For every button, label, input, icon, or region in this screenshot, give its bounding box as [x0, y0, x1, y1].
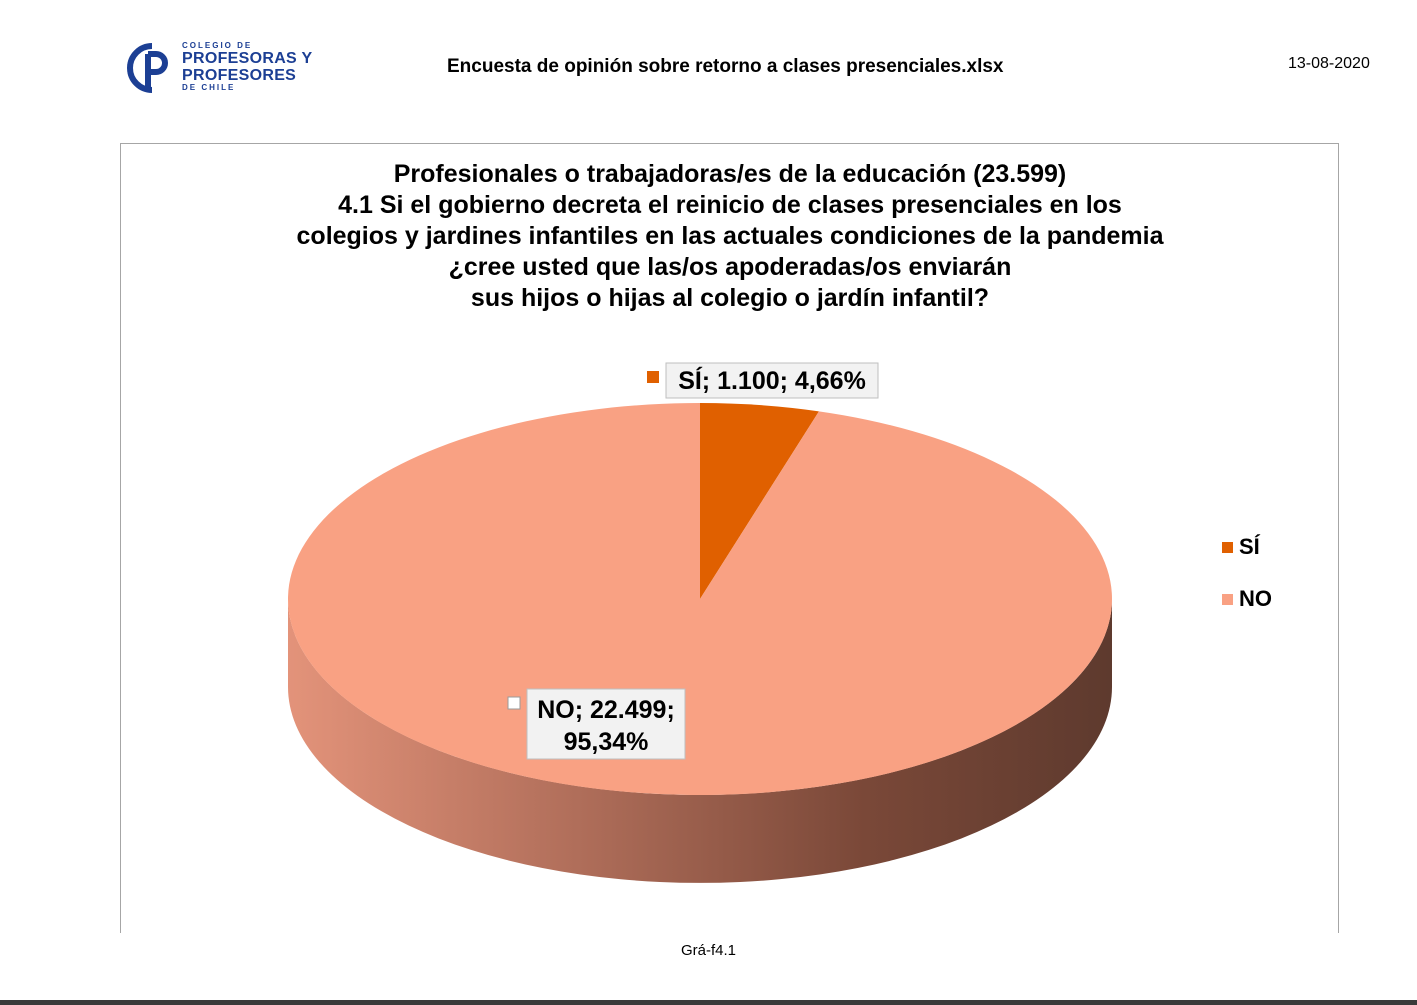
- logo-line-4: DE CHILE: [182, 83, 236, 92]
- legend-label: NO: [1239, 586, 1272, 611]
- pie-chart: Profesionales o trabajadoras/es de la ed…: [287, 160, 1272, 883]
- pie-slice-no: [287, 403, 1112, 795]
- document-date: 13-08-2020: [1288, 55, 1370, 72]
- document-title: Encuesta de opinión sobre retorno a clas…: [447, 56, 1004, 77]
- logo-line-1: COLEGIO DE: [182, 41, 253, 50]
- data-label-box: [665, 362, 879, 399]
- legend-swatch: [1222, 594, 1233, 605]
- data-label-no: NO; 22.499; 95,34%: [507, 688, 686, 760]
- data-labels: SÍ; 1.100; 4,66% NO; 22.499; 95,34%: [507, 362, 879, 760]
- logo-line-3: PROFESORES: [182, 67, 297, 84]
- sheet-label: Grá-f4.1: [680, 942, 737, 959]
- data-label-swatch: [647, 371, 659, 383]
- legend-entry-0: SÍ: [1222, 534, 1261, 559]
- data-label-text: NO; 22.499;: [537, 696, 675, 724]
- chart-title-line-5: sus hijos o hijas al colegio o jardín in…: [471, 284, 989, 312]
- pie-side-wall: [288, 599, 1112, 883]
- logo-text: COLEGIO DE PROFESORAS Y PROFESORES DE CH…: [182, 42, 312, 92]
- chart-title-line-2: 4.1 Si el gobierno decreta el reinicio d…: [338, 191, 1122, 219]
- pie-slices: [287, 403, 1112, 795]
- data-label-text: SÍ; 1.100; 4,66%: [678, 366, 866, 395]
- chart-title-line-4: ¿cree usted que las/os apoderadas/os env…: [449, 253, 1012, 281]
- bottom-rule: [0, 1000, 1417, 1005]
- legend-swatch: [1222, 542, 1233, 553]
- cp-monogram-icon: [127, 43, 168, 93]
- data-label-swatch: [507, 696, 521, 710]
- data-label-text: 95,34%: [564, 728, 649, 756]
- data-label-box: [526, 688, 686, 760]
- legend-label: SÍ: [1239, 534, 1261, 559]
- legend-entry-1: NO: [1222, 586, 1272, 611]
- logo: COLEGIO DE PROFESORAS Y PROFESORES DE CH…: [124, 40, 344, 100]
- pie-slice-si: [700, 403, 819, 599]
- logo-line-2: PROFESORAS Y: [182, 50, 313, 67]
- legend: SÍ NO: [1222, 534, 1272, 611]
- chart-title-line-1: Profesionales o trabajadoras/es de la ed…: [394, 160, 1067, 188]
- data-label-si: SÍ; 1.100; 4,66%: [647, 362, 879, 399]
- chart-title-line-3: colegios y jardines infantiles en las ac…: [297, 222, 1165, 250]
- chart-title: Profesionales o trabajadoras/es de la ed…: [297, 160, 1165, 312]
- chart-frame: Profesionales o trabajadoras/es de la ed…: [120, 143, 1339, 933]
